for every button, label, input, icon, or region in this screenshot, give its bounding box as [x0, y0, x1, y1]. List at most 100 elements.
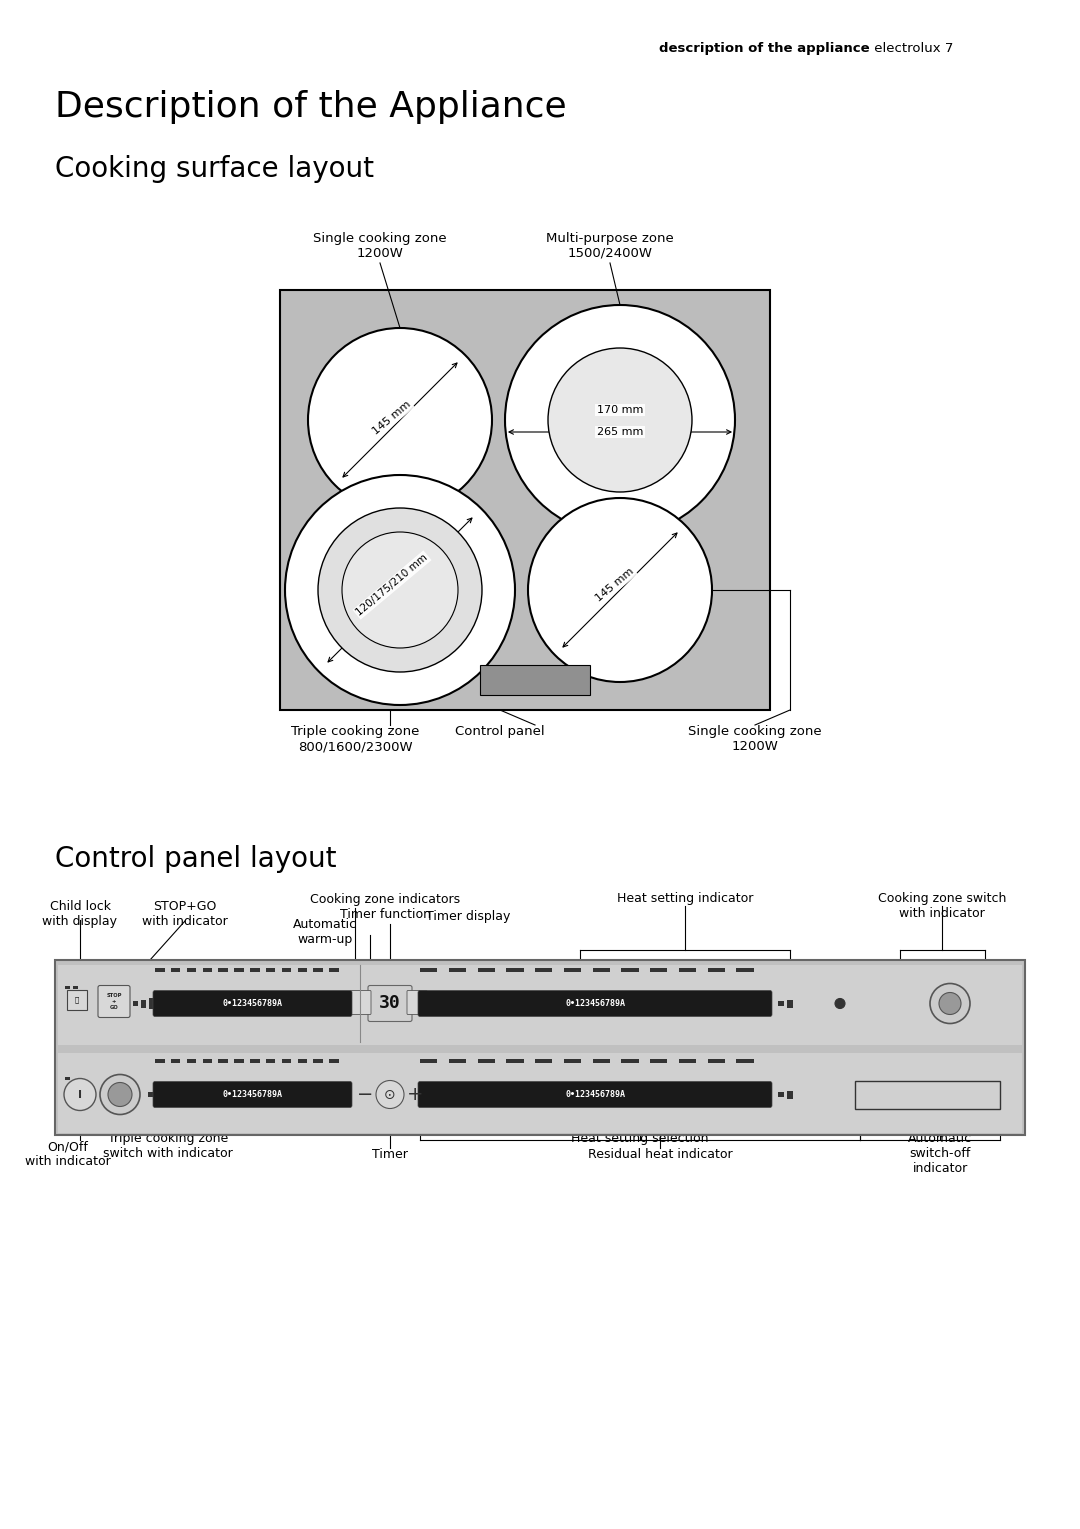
Text: 170 mm: 170 mm: [597, 405, 644, 414]
Text: Cooking surface layout: Cooking surface layout: [55, 154, 374, 183]
FancyBboxPatch shape: [153, 991, 352, 1017]
Bar: [477, 968, 495, 972]
Bar: [507, 1060, 524, 1063]
Bar: [249, 968, 259, 972]
Bar: [297, 968, 307, 972]
Bar: [234, 968, 244, 972]
Text: Residual heat indicator: Residual heat indicator: [588, 1148, 732, 1161]
Bar: [621, 968, 638, 972]
Text: Child lock
with display: Child lock with display: [42, 901, 118, 928]
Circle shape: [318, 508, 482, 673]
Text: Single cooking zone
1200W: Single cooking zone 1200W: [688, 725, 822, 752]
Bar: [156, 1090, 161, 1098]
Bar: [282, 1060, 292, 1063]
FancyBboxPatch shape: [418, 991, 772, 1017]
Circle shape: [505, 304, 735, 535]
Text: 0•123456789A: 0•123456789A: [565, 998, 625, 1008]
FancyBboxPatch shape: [153, 1081, 352, 1107]
Bar: [778, 1001, 784, 1006]
Text: 145 mm: 145 mm: [594, 566, 636, 604]
Text: Automatic
switch-off
indicator: Automatic switch-off indicator: [908, 1131, 972, 1174]
Text: +: +: [407, 1086, 423, 1104]
Text: Triple cooking zone
800/1600/2300W: Triple cooking zone 800/1600/2300W: [291, 725, 419, 752]
Bar: [449, 968, 465, 972]
Text: 265 mm: 265 mm: [597, 427, 644, 437]
Text: −: −: [356, 1086, 374, 1104]
Bar: [564, 968, 581, 972]
Text: Description of the Appliance: Description of the Appliance: [55, 90, 567, 124]
Circle shape: [528, 498, 712, 682]
Text: Triple cooking zone
switch with indicator: Triple cooking zone switch with indicato…: [103, 1131, 233, 1161]
Text: Control panel layout: Control panel layout: [55, 846, 337, 873]
Bar: [778, 1092, 784, 1096]
Circle shape: [835, 998, 845, 1009]
Text: 120/175/210 mm: 120/175/210 mm: [354, 552, 430, 618]
Bar: [67, 989, 87, 1009]
Text: electrolux 7: electrolux 7: [870, 41, 954, 55]
Bar: [650, 1060, 667, 1063]
Bar: [313, 1060, 323, 1063]
Bar: [313, 968, 323, 972]
Bar: [787, 1090, 793, 1098]
Bar: [149, 998, 154, 1009]
Bar: [707, 1060, 725, 1063]
Text: 0•123456789A: 0•123456789A: [565, 1090, 625, 1099]
Circle shape: [108, 1083, 132, 1107]
Bar: [194, 1089, 199, 1099]
Bar: [535, 1060, 552, 1063]
Circle shape: [548, 349, 692, 492]
Text: Cooking zone indicators
Timer function: Cooking zone indicators Timer function: [310, 893, 460, 920]
Bar: [266, 1060, 275, 1063]
FancyBboxPatch shape: [407, 991, 427, 1015]
Text: On/Off
with indicator: On/Off with indicator: [25, 1141, 111, 1168]
Bar: [171, 968, 180, 972]
Text: I: I: [78, 1090, 82, 1099]
Bar: [164, 1089, 168, 1099]
FancyBboxPatch shape: [98, 986, 130, 1017]
Bar: [737, 1060, 754, 1063]
Bar: [535, 968, 552, 972]
Bar: [449, 1060, 465, 1063]
Bar: [477, 1060, 495, 1063]
Circle shape: [64, 1078, 96, 1110]
Text: description of the appliance: description of the appliance: [660, 41, 870, 55]
Bar: [266, 968, 275, 972]
Bar: [678, 1060, 696, 1063]
Bar: [186, 1090, 191, 1098]
Text: 🔒: 🔒: [75, 997, 79, 1003]
Bar: [203, 1060, 212, 1063]
Text: 30: 30: [379, 994, 401, 1012]
Bar: [249, 1060, 259, 1063]
Bar: [282, 968, 292, 972]
Bar: [73, 986, 78, 989]
Circle shape: [939, 992, 961, 1015]
Bar: [218, 968, 228, 972]
Text: Single cooking zone
1200W: Single cooking zone 1200W: [313, 232, 447, 260]
FancyBboxPatch shape: [418, 1081, 772, 1107]
Circle shape: [930, 983, 970, 1023]
Bar: [707, 968, 725, 972]
Bar: [65, 986, 70, 989]
FancyBboxPatch shape: [351, 991, 372, 1015]
Bar: [564, 1060, 581, 1063]
Text: Control panel: Control panel: [455, 725, 544, 739]
Bar: [234, 1060, 244, 1063]
Bar: [156, 968, 164, 972]
Bar: [480, 665, 590, 696]
Bar: [420, 968, 437, 972]
Bar: [55, 960, 1025, 1135]
Text: Timer: Timer: [373, 1148, 408, 1161]
Bar: [178, 1092, 183, 1096]
Bar: [171, 1060, 180, 1063]
Bar: [203, 968, 212, 972]
Text: Heat setting indicator: Heat setting indicator: [617, 891, 753, 905]
Bar: [650, 968, 667, 972]
Circle shape: [285, 476, 515, 705]
Text: STOP
+
GO: STOP + GO: [106, 994, 122, 1009]
Bar: [133, 1001, 138, 1006]
FancyBboxPatch shape: [368, 986, 411, 1021]
Text: 145 mm: 145 mm: [372, 399, 413, 437]
Text: Timer display: Timer display: [426, 910, 510, 924]
Bar: [156, 1060, 164, 1063]
Text: STOP+GO
with indicator: STOP+GO with indicator: [143, 901, 228, 928]
